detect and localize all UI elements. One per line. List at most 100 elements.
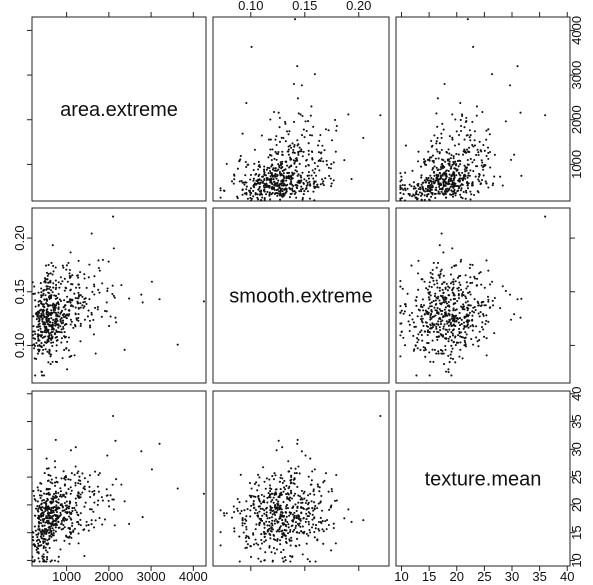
data-point	[265, 511, 268, 514]
data-point	[291, 177, 294, 180]
data-point	[471, 182, 474, 185]
data-point	[114, 439, 117, 442]
data-point	[432, 180, 435, 183]
data-point	[483, 149, 486, 152]
data-point	[49, 279, 52, 282]
data-point	[277, 179, 280, 182]
data-point	[420, 183, 423, 186]
bottom-tick-label: 20	[450, 569, 464, 584]
data-point	[459, 260, 462, 263]
data-point	[458, 133, 461, 137]
data-point	[263, 182, 266, 185]
data-point	[120, 284, 123, 287]
data-point	[451, 280, 454, 283]
data-point	[280, 514, 283, 517]
data-point	[447, 309, 451, 312]
data-point	[313, 171, 316, 174]
data-point	[447, 180, 450, 183]
data-point	[79, 294, 82, 297]
data-point	[279, 198, 282, 201]
data-point	[52, 500, 55, 503]
data-point	[70, 472, 73, 475]
data-point	[321, 144, 324, 147]
data-point	[335, 499, 338, 502]
data-point	[450, 266, 453, 269]
data-point	[437, 274, 440, 277]
data-point	[334, 499, 337, 502]
data-point	[482, 144, 485, 147]
data-point	[47, 304, 50, 308]
right-tick-label: 40	[569, 387, 584, 401]
data-point	[267, 156, 270, 159]
data-point	[39, 282, 42, 285]
data-point	[408, 194, 411, 197]
data-point	[263, 198, 266, 201]
data-point	[112, 508, 115, 511]
data-point	[431, 348, 434, 351]
data-point	[294, 492, 297, 495]
data-point	[288, 175, 292, 178]
data-point	[244, 160, 247, 164]
data-point	[65, 491, 68, 494]
data-point	[487, 157, 490, 160]
data-point	[278, 505, 281, 508]
data-point	[64, 308, 67, 311]
data-point	[52, 492, 56, 496]
data-point	[301, 525, 304, 528]
data-point	[223, 514, 226, 517]
data-point	[429, 327, 432, 330]
data-point	[452, 157, 455, 160]
data-point	[400, 330, 403, 334]
data-point	[261, 514, 264, 517]
data-point	[34, 333, 37, 336]
data-point	[40, 502, 43, 505]
data-point	[81, 304, 84, 307]
data-point	[519, 316, 522, 319]
data-point	[256, 512, 259, 515]
data-point	[57, 301, 60, 304]
data-point	[288, 498, 291, 501]
data-point	[477, 304, 480, 307]
data-point	[252, 179, 255, 182]
data-point	[77, 470, 80, 473]
data-point	[51, 291, 54, 294]
data-point	[279, 476, 282, 479]
data-point	[63, 477, 66, 480]
data-point	[266, 184, 269, 187]
bottom-tick-label: 3000	[137, 569, 166, 584]
bottom-tick-label: 15	[422, 569, 436, 584]
data-point	[52, 282, 55, 285]
data-point	[454, 302, 457, 305]
data-point	[92, 493, 95, 496]
data-point	[285, 177, 288, 180]
data-point	[256, 178, 260, 181]
data-point	[71, 524, 74, 527]
data-point	[283, 528, 286, 531]
data-point	[268, 194, 271, 197]
data-point	[105, 310, 108, 313]
data-point	[268, 524, 271, 527]
data-point	[318, 529, 321, 532]
data-point	[219, 509, 222, 512]
data-point	[252, 186, 256, 189]
data-point	[453, 320, 456, 323]
data-point	[445, 282, 448, 285]
data-point	[282, 136, 285, 140]
data-point	[469, 282, 472, 285]
data-point	[64, 504, 67, 507]
data-point	[37, 323, 40, 326]
data-point	[280, 491, 283, 494]
data-point	[406, 187, 409, 190]
data-point	[279, 192, 282, 195]
data-point	[51, 515, 54, 518]
data-point	[47, 505, 50, 508]
data-point	[421, 317, 424, 320]
data-point	[464, 166, 467, 169]
data-point	[108, 324, 111, 328]
data-point	[443, 363, 446, 366]
data-point	[42, 303, 45, 306]
data-point	[430, 188, 433, 191]
data-point	[32, 531, 35, 534]
data-point	[263, 173, 266, 176]
data-point	[307, 523, 310, 526]
